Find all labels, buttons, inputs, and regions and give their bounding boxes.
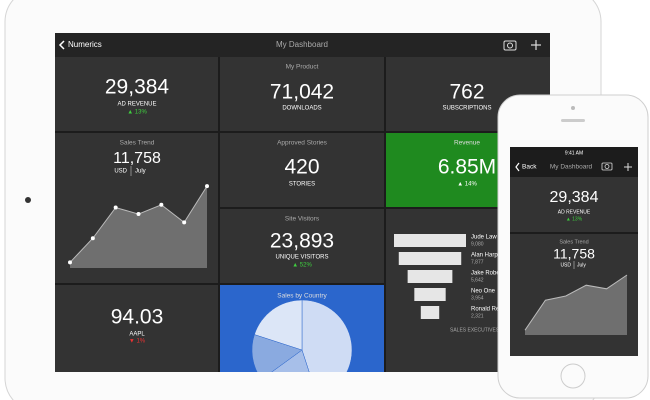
tile-title: Site Visitors (285, 216, 320, 223)
metric-value: 6.85M (438, 156, 496, 179)
metric-value: 420 (284, 156, 319, 179)
iphone-content: 9:41 AM Back My Dashboard 29,384 AD REVENUE▲… (522, 150, 628, 335)
metric-value: 71,042 (270, 81, 334, 104)
nav-title: My Dashboard (550, 164, 593, 171)
funnel-name: Neo One (471, 289, 496, 295)
pie-slice (301, 299, 353, 372)
funnel-footer: SALES EXECUTIVES (450, 327, 500, 333)
metric-value: 762 (449, 81, 484, 104)
funnel-name: Jude Law (471, 235, 497, 241)
funnel-bar (420, 306, 440, 319)
tile-title: Sales Trend (120, 140, 155, 147)
metric-value: 11,758 (113, 150, 161, 167)
funnel-name: Ronald Re (471, 307, 500, 313)
back-button[interactable]: Back (522, 164, 537, 171)
pie-chart (251, 299, 353, 372)
back-chevron[interactable] (515, 162, 520, 172)
ipad-content: Numerics My Dashboard 29,384 AD REVENUE ▲ 13… (55, 33, 550, 372)
tile-title: Sales by Country (277, 293, 327, 300)
tile (220, 209, 384, 283)
camera-button[interactable] (503, 40, 517, 51)
metric-change: ▼ 1% (129, 339, 146, 345)
metric-period: July (135, 169, 146, 175)
tile-title: Approved Stories (277, 140, 328, 147)
metric-label: UNIQUE VISITORS (276, 255, 329, 261)
funnel-value: 5,642 (471, 277, 484, 283)
metric-value: 23,893 (270, 230, 334, 253)
tile (55, 57, 218, 131)
metric-label: SUBSCRIPTIONS (442, 106, 491, 112)
metric-change: ▲ 13% (566, 216, 583, 222)
tile (220, 133, 384, 207)
tile (55, 285, 218, 372)
back-button[interactable]: Numerics (68, 40, 102, 49)
metric-label: AD REVENUE (117, 102, 156, 108)
metric-label: DOWNLOADS (282, 106, 321, 112)
trend-point (205, 184, 209, 189)
add-button[interactable] (624, 163, 632, 171)
funnel-value: 2,321 (471, 313, 484, 319)
nav-bar (55, 33, 550, 57)
tile-title: My Product (286, 64, 319, 71)
trend-area (70, 186, 207, 268)
back-chevron[interactable] (58, 40, 65, 50)
funnel-bar (414, 288, 446, 301)
trend-point (68, 260, 72, 265)
metric-value: 29,384 (550, 189, 599, 206)
trend-area (525, 275, 627, 335)
funnel-bar (394, 234, 466, 247)
funnel-bar (398, 252, 462, 265)
metric-label: STORIES (289, 182, 315, 188)
speaker (561, 119, 585, 122)
funnel-value: 3,954 (471, 295, 484, 301)
metric-unit: USD (560, 262, 571, 268)
metric-value: 29,384 (105, 76, 170, 99)
trend-line (524, 274, 628, 331)
funnel-name: Alan Harp (471, 253, 498, 259)
tile (510, 177, 638, 232)
trend-point (136, 212, 141, 217)
trend-point (159, 202, 164, 207)
metric-change: ▲ 13% (127, 110, 147, 116)
pie-slice (271, 349, 310, 372)
funnel-name: Jake Robe (471, 271, 500, 277)
metric-period: July (577, 262, 586, 268)
metric-label: AD REVENUE (558, 209, 591, 215)
ipad-camera (25, 197, 31, 203)
trend-point (113, 205, 118, 210)
funnel-bar (407, 270, 453, 283)
metric-change: ▲ 52% (292, 263, 312, 269)
metric-value: 11,758 (553, 246, 595, 262)
metric-label: AAPL (129, 332, 145, 338)
metric-unit: USD (114, 169, 127, 175)
tile-title: Sales Trend (559, 239, 588, 245)
tile-title: Revenue (454, 140, 480, 147)
funnel-value: 9,080 (471, 241, 484, 247)
nav-title: My Dashboard (276, 40, 328, 49)
status-time: 9:41 AM (565, 150, 583, 156)
trend-point (90, 236, 95, 241)
metric-value: 94.03 (111, 306, 164, 329)
trend-point (182, 220, 187, 225)
camera-button[interactable] (601, 162, 613, 171)
home-button[interactable] (560, 363, 586, 389)
funnel-value: 7,877 (471, 259, 484, 265)
metric-change: ▲ 14% (457, 182, 477, 188)
add-button[interactable] (531, 40, 541, 50)
iphone-camera (571, 106, 575, 110)
pie-slice (254, 299, 303, 351)
tile (220, 57, 384, 131)
